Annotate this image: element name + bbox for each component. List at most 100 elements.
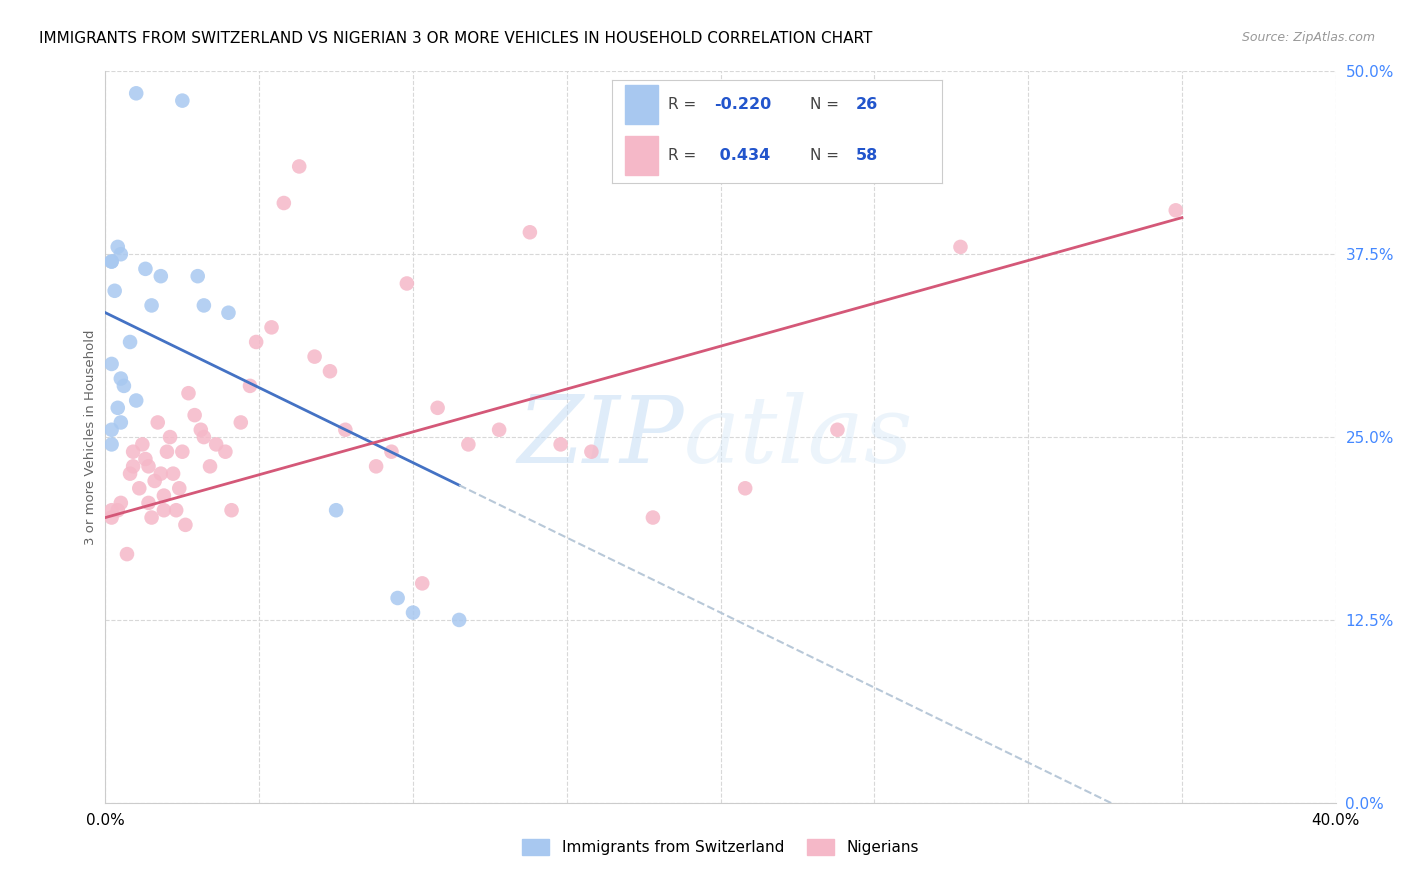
Point [169, 481, 191, 495]
Point [153, 503, 176, 517]
Point [387, 591, 409, 605]
Point [193, 298, 215, 312]
Point [827, 423, 849, 437]
Point [100, 510, 122, 524]
Point [104, 284, 127, 298]
Point [138, 459, 160, 474]
Point [221, 503, 243, 517]
Point [138, 496, 160, 510]
Point [457, 437, 479, 451]
Point [402, 606, 425, 620]
Point [110, 247, 132, 261]
Bar [624, 136, 658, 175]
Point [550, 437, 572, 451]
Point [172, 94, 194, 108]
Point [146, 416, 169, 430]
Point [153, 489, 176, 503]
Point [214, 444, 236, 458]
Point [734, 481, 756, 495]
Point [112, 379, 135, 393]
Point [143, 474, 166, 488]
Point [366, 459, 388, 474]
Text: -0.220: -0.220 [714, 97, 772, 112]
Point [187, 269, 209, 284]
Point [149, 467, 172, 481]
Point [125, 87, 148, 101]
Text: Source: ZipAtlas.com: Source: ZipAtlas.com [1241, 31, 1375, 45]
Point [100, 437, 122, 451]
Point [122, 459, 145, 474]
Point [107, 401, 129, 415]
Point [156, 444, 179, 458]
Point [110, 416, 132, 430]
Point [162, 467, 184, 481]
Point [325, 503, 347, 517]
Point [449, 613, 471, 627]
Text: 58: 58 [856, 148, 879, 162]
Point [159, 430, 181, 444]
Point [131, 437, 153, 451]
Point [165, 503, 187, 517]
Point [304, 350, 326, 364]
Point [177, 386, 200, 401]
Point [115, 547, 138, 561]
Point [411, 576, 433, 591]
Text: N =: N = [810, 97, 844, 112]
Point [488, 423, 510, 437]
Point [218, 306, 240, 320]
Point [1164, 203, 1187, 218]
Point [260, 320, 283, 334]
Point [581, 444, 603, 458]
Point [198, 459, 221, 474]
Text: IMMIGRANTS FROM SWITZERLAND VS NIGERIAN 3 OR MORE VEHICLES IN HOUSEHOLD CORRELAT: IMMIGRANTS FROM SWITZERLAND VS NIGERIAN … [39, 31, 873, 46]
Point [205, 437, 228, 451]
Point [949, 240, 972, 254]
Text: R =: R = [668, 148, 702, 162]
Point [120, 334, 141, 349]
Point [120, 467, 141, 481]
Point [122, 444, 145, 458]
Point [128, 481, 150, 495]
Point [100, 254, 122, 268]
Point [335, 423, 357, 437]
Point [100, 503, 122, 517]
Point [100, 254, 122, 268]
Point [426, 401, 449, 415]
Legend: Immigrants from Switzerland, Nigerians: Immigrants from Switzerland, Nigerians [516, 833, 925, 861]
Point [245, 334, 267, 349]
Text: atlas: atlas [683, 392, 912, 482]
Point [190, 423, 212, 437]
Y-axis label: 3 or more Vehicles in Household: 3 or more Vehicles in Household [84, 329, 97, 545]
Text: N =: N = [810, 148, 844, 162]
Point [149, 269, 172, 284]
Point [100, 423, 122, 437]
Point [172, 444, 194, 458]
Point [134, 452, 156, 467]
Text: 26: 26 [856, 97, 879, 112]
Point [141, 510, 163, 524]
Point [134, 261, 156, 276]
Point [100, 357, 122, 371]
Point [519, 225, 541, 239]
Point [273, 196, 295, 211]
Point [110, 371, 132, 385]
Point [110, 496, 132, 510]
Text: ZIP: ZIP [517, 392, 683, 482]
Point [395, 277, 418, 291]
Point [380, 444, 402, 458]
Point [239, 379, 262, 393]
Bar [624, 86, 658, 124]
Point [193, 430, 215, 444]
Point [288, 160, 311, 174]
Point [229, 416, 252, 430]
Point [107, 240, 129, 254]
Point [319, 364, 342, 378]
Point [141, 298, 163, 312]
Point [125, 393, 148, 408]
Point [183, 408, 205, 422]
Point [641, 510, 664, 524]
Point [174, 517, 197, 532]
Point [107, 503, 129, 517]
Text: 0.434: 0.434 [714, 148, 770, 162]
Text: R =: R = [668, 97, 702, 112]
